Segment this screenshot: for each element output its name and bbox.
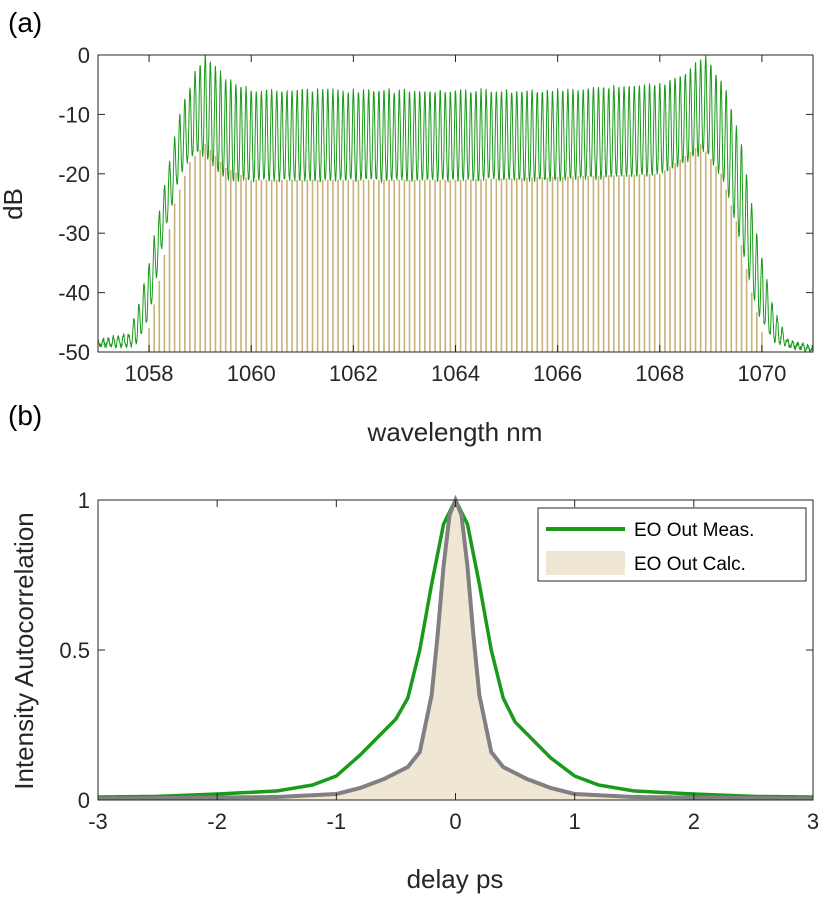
panel-a-x-tick-label: 1062 [329,361,378,386]
panel-b-x-tick-label: 2 [688,809,700,834]
panel-a-x-tick-label: 1064 [431,361,480,386]
panel-a-y-tick-label: -30 [58,221,90,246]
panel-a-y-ticks: 0 -10 -20 -30 -40 -50 [58,43,813,365]
panel-a-x-tick-label: 1068 [635,361,684,386]
panel-a-y-tick-label: 0 [78,43,90,68]
legend-label-calculated: EO Out Calc. [634,554,746,575]
panel-a-y-axis-label: dB [0,188,28,220]
panel-a-y-tick-label: -50 [58,340,90,365]
panel-b-x-ticks: -3 -2 -1 0 1 2 3 [88,500,819,834]
panel-a-x-tick-label: 1066 [533,361,582,386]
panel-b-x-tick-label: -3 [88,809,108,834]
panel-b-x-axis-label: delay ps [407,864,504,894]
panel-a-spectrum: (a) 1058 1060 1062 1064 1066 1068 1070 0 -10 -20… [0,7,814,447]
panel-a-calc-bars [148,144,763,352]
legend-swatch-calculated [546,551,625,575]
legend-label-measured: EO Out Meas. [634,520,754,541]
panel-a-x-ticks: 1058 1060 1062 1064 1066 1068 1070 [125,55,786,386]
panel-b-y-ticks: 00.51 [59,488,813,813]
panel-b-legend: EO Out Meas. EO Out Calc. [537,507,807,582]
panel-b-calc-area [98,500,813,800]
panel-a-label: (a) [8,7,42,38]
panel-a-measured-line [97,54,814,353]
panel-a-x-tick-label: 1060 [227,361,276,386]
panel-a-y-tick-label: -40 [58,281,90,306]
panel-b-y-tick-label: 1 [78,488,90,513]
panel-b-x-tick-label: -2 [207,809,227,834]
panel-b-y-tick-label: 0.5 [59,638,90,663]
panel-b-x-tick-label: 0 [449,809,461,834]
panel-b-autocorrelation: (b) -3 -2 -1 0 1 2 3 00.51 delay ps Intensity … [8,400,819,894]
panel-a-y-tick-label: -20 [58,162,90,187]
panel-b-y-tick-label: 0 [78,788,90,813]
panel-b-x-tick-label: 3 [807,809,819,834]
panel-a-y-tick-label: -10 [58,102,90,127]
panel-b-x-tick-label: -1 [327,809,347,834]
panel-a-x-axis-label: wavelength nm [367,417,543,447]
panel-b-y-axis-label: Intensity Autocorrelation [9,512,39,790]
panel-b-label: (b) [8,400,42,431]
panel-a-x-tick-label: 1058 [125,361,174,386]
panel-a-x-tick-label: 1070 [737,361,786,386]
panel-b-x-tick-label: 1 [569,809,581,834]
